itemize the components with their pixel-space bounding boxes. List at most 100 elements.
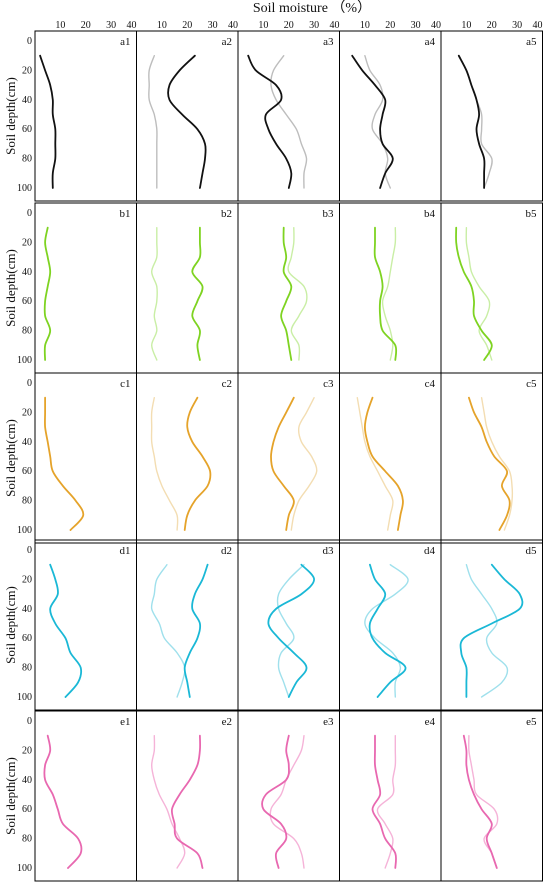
series-line-dark xyxy=(261,734,290,869)
series-line-dark xyxy=(368,563,407,698)
panel-label: e5 xyxy=(526,716,537,728)
panel-label: b3 xyxy=(323,208,335,220)
panel-frame xyxy=(440,372,543,544)
y-tick-label: 80 xyxy=(22,496,32,507)
y-tick-label: 80 xyxy=(22,663,32,674)
series-line-dark xyxy=(371,734,397,869)
x-tick-label: 10 xyxy=(258,20,268,31)
series-line-dark xyxy=(457,54,486,189)
series-line-dark xyxy=(167,54,207,189)
x-tick-label: 10 xyxy=(157,20,167,31)
series-line-dark xyxy=(49,563,83,698)
y-tick-label: 20 xyxy=(22,65,32,76)
panel-a2: a2 xyxy=(136,30,239,202)
series-line-light xyxy=(150,227,158,361)
series-line-light xyxy=(276,564,305,698)
x-tick-label: 20 xyxy=(487,20,497,31)
panel-label: b4 xyxy=(424,208,436,220)
panel-d2: d2 xyxy=(136,539,239,711)
y-tick-label: 0 xyxy=(27,716,32,727)
panel-frame xyxy=(34,710,137,882)
y-tick-label: 80 xyxy=(22,154,32,165)
y-tick-label: 20 xyxy=(22,745,32,756)
panel-e3: e3 xyxy=(237,710,340,882)
x-tick-label: 20 xyxy=(81,20,91,31)
panel-label: a1 xyxy=(120,36,130,48)
y-axis-label: Soil depth(cm) xyxy=(3,757,18,835)
panel-label: c3 xyxy=(323,378,334,390)
x-tick-label: 40 xyxy=(127,20,137,31)
series-line-dark xyxy=(373,226,398,361)
series-line-dark xyxy=(191,226,204,361)
panel-label: a2 xyxy=(222,36,232,48)
panel-a5: a5 xyxy=(440,30,543,202)
panel-label: c2 xyxy=(222,378,232,390)
panel-e5: e5 xyxy=(440,710,543,882)
panel-d1: d1 xyxy=(34,539,137,711)
panel-label: c5 xyxy=(526,378,537,390)
series-line-light xyxy=(287,227,308,361)
series-line-dark xyxy=(280,226,293,361)
panel-e1: e1 xyxy=(34,710,137,882)
panel-label: d2 xyxy=(221,545,232,557)
panel-a4: a4 xyxy=(339,30,442,202)
x-tick-label: 40 xyxy=(330,20,340,31)
panel-b3: b3 xyxy=(237,202,340,374)
series-line-dark xyxy=(455,226,493,361)
y-axis-label: Soil depth(cm) xyxy=(3,586,18,664)
x-tick-label: 40 xyxy=(228,20,238,31)
panel-label: d4 xyxy=(424,545,436,557)
series-line-dark xyxy=(267,563,316,698)
y-tick-label: 40 xyxy=(22,437,32,448)
panel-c1: c1 xyxy=(34,372,137,544)
panel-frame xyxy=(339,30,442,202)
y-tick-label: 100 xyxy=(17,355,32,366)
panel-frame xyxy=(136,710,239,882)
series-line-dark xyxy=(44,396,85,531)
panel-frame xyxy=(339,202,442,374)
panel-label: b1 xyxy=(120,208,131,220)
panel-b4: b4 xyxy=(339,202,442,374)
panel-label: e3 xyxy=(323,716,334,728)
y-tick-label: 40 xyxy=(22,604,32,615)
series-line-light xyxy=(364,564,409,698)
y-axis-label: Soil depth(cm) xyxy=(3,77,18,155)
y-tick-label: 20 xyxy=(22,237,32,248)
series-line-light xyxy=(148,55,158,189)
panel-d5: d5 xyxy=(440,539,543,711)
y-tick-label: 20 xyxy=(22,407,32,418)
x-tick-label: 30 xyxy=(208,20,218,31)
series-line-light xyxy=(468,735,499,869)
series-line-dark xyxy=(468,396,511,531)
panel-label: e1 xyxy=(120,716,130,728)
x-tick-label: 20 xyxy=(385,20,395,31)
panel-b1: b1 xyxy=(34,202,137,374)
series-line-light xyxy=(150,397,179,531)
panel-label: e2 xyxy=(222,716,232,728)
panel-c3: c3 xyxy=(237,372,340,544)
y-tick-label: 0 xyxy=(27,208,32,219)
panel-d4: d4 xyxy=(339,539,442,711)
x-tick-label: 10 xyxy=(360,20,370,31)
y-tick-label: 60 xyxy=(22,633,32,644)
panel-c5: c5 xyxy=(440,372,543,544)
panel-label: d3 xyxy=(323,545,335,557)
y-tick-label: 40 xyxy=(22,95,32,106)
y-tick-label: 100 xyxy=(17,863,32,874)
y-tick-label: 80 xyxy=(22,326,32,337)
panel-label: c4 xyxy=(425,378,436,390)
y-tick-label: 80 xyxy=(22,834,32,845)
x-tick-label: 20 xyxy=(182,20,192,31)
panel-e2: e2 xyxy=(136,710,239,882)
y-tick-label: 100 xyxy=(17,525,32,536)
panel-c4: c4 xyxy=(339,372,442,544)
x-tick-label: 30 xyxy=(309,20,319,31)
series-line-dark xyxy=(363,396,404,531)
panel-frame xyxy=(237,30,340,202)
panel-frame xyxy=(440,539,543,711)
series-line-light xyxy=(356,397,394,531)
series-line-light xyxy=(290,397,318,531)
panel-label: d1 xyxy=(120,545,131,557)
series-line-light xyxy=(381,227,397,361)
